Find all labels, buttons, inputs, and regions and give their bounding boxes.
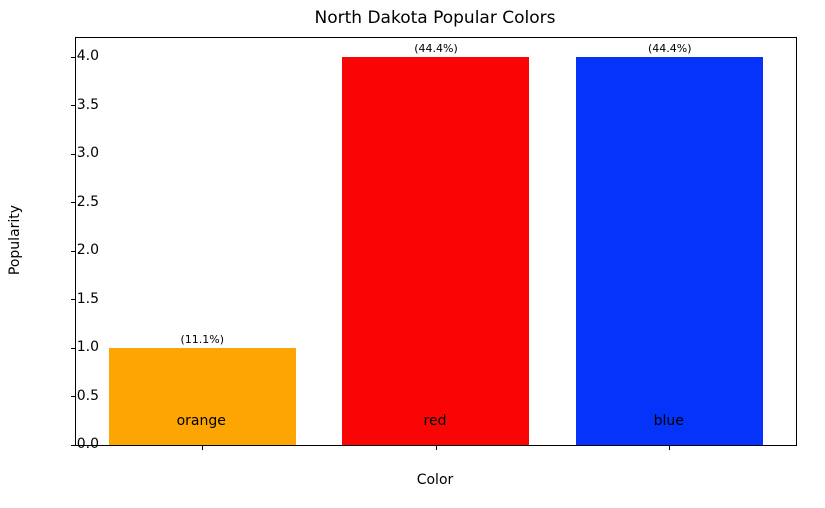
y-tick-label: 0.0 [76, 436, 99, 452]
x-tick-label-blue: blue [653, 413, 684, 429]
y-tick-mark [71, 202, 75, 204]
y-tick-label: 3.0 [76, 145, 99, 162]
bar-value-label: (44.4%) [414, 42, 458, 56]
y-tick-mark [71, 347, 75, 349]
bar-blue [576, 57, 764, 445]
y-tick-mark [71, 56, 75, 58]
y-tick-mark [71, 444, 75, 446]
y-tick-label: 2.5 [76, 193, 99, 210]
y-tick-label: 1.5 [76, 290, 99, 307]
bar-red [342, 57, 530, 445]
bar-value-label: (11.1%) [180, 333, 224, 347]
x-tick-mark [201, 446, 203, 450]
y-tick-label: 2.0 [76, 242, 99, 259]
chart-title: North Dakota Popular Colors [314, 8, 556, 28]
y-tick-label: 3.5 [76, 96, 99, 113]
y-tick-label: 1.0 [76, 339, 99, 356]
y-tick-mark [71, 250, 75, 252]
plot-area: (11.1%) (44.4%) (44.4%) [71, 37, 797, 450]
y-axis-label: Popularity [7, 204, 23, 276]
y-tick-mark [71, 153, 75, 155]
x-tick-mark [435, 446, 437, 450]
x-tick-label-orange: orange [176, 413, 226, 429]
y-tick-mark [71, 299, 75, 301]
y-tick-mark [71, 396, 75, 398]
y-tick-label: 4.0 [76, 48, 99, 65]
x-tick-mark [669, 446, 671, 450]
bar-orange [108, 348, 296, 445]
x-axis-label: Color [416, 472, 454, 488]
y-tick-mark [71, 105, 75, 107]
bar-value-label: (44.4%) [648, 42, 692, 56]
y-tick-label: 0.5 [76, 387, 99, 404]
x-tick-label-red: red [423, 413, 447, 429]
